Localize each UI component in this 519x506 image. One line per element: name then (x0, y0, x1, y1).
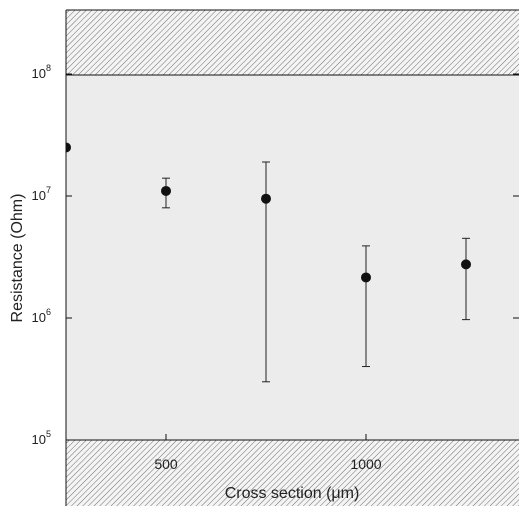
plot-frame (65, 9, 519, 506)
y-tick-label: 106 (32, 307, 51, 325)
hatched-band-top (66, 10, 519, 75)
data-point (66, 142, 71, 153)
plot-background (66, 75, 519, 440)
y-axis-title: Resistance (Ohm) (9, 194, 26, 323)
data-point (261, 193, 271, 204)
hatched-band-bottom (66, 440, 519, 506)
x-tick-label: 1000 (350, 456, 381, 472)
y-tick-label: 105 (32, 429, 51, 447)
y-tick-label: 107 (32, 185, 51, 203)
data-point (361, 272, 371, 283)
data-point (161, 185, 171, 196)
x-tick-label: 500 (154, 456, 178, 472)
y-tick-label: 108 (32, 63, 51, 81)
x-axis-title: Cross section (μm) (225, 485, 360, 502)
data-point (461, 259, 471, 270)
